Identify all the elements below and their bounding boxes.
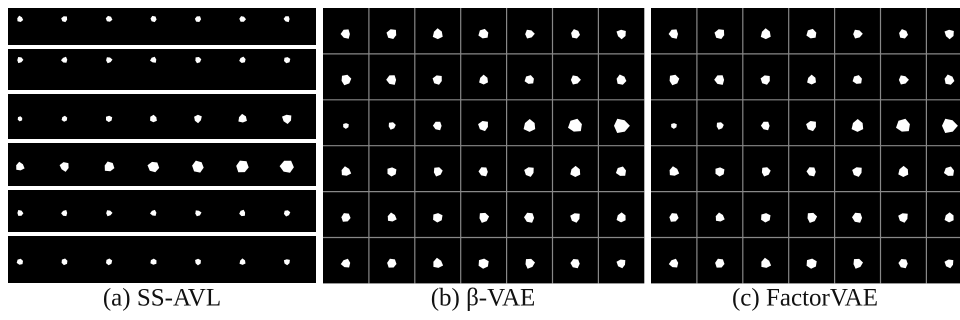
caption: (c) FactorVAE — [732, 285, 878, 312]
image-strip — [8, 49, 316, 90]
image-strip — [8, 236, 316, 283]
image-strip — [8, 8, 316, 45]
caption: (a) SS-AVL — [103, 285, 221, 312]
panel-factorvae — [651, 8, 960, 283]
caption: (b) β-VAE — [431, 285, 536, 312]
image-strip — [8, 94, 316, 139]
figure: (a) SS-AVL (b) β-VAE (c) FactorVAE — [0, 0, 960, 320]
image-strip — [8, 143, 316, 186]
panel-beta-vae — [323, 8, 644, 283]
image-strip — [8, 190, 316, 232]
panel-ss-avl — [8, 8, 316, 283]
